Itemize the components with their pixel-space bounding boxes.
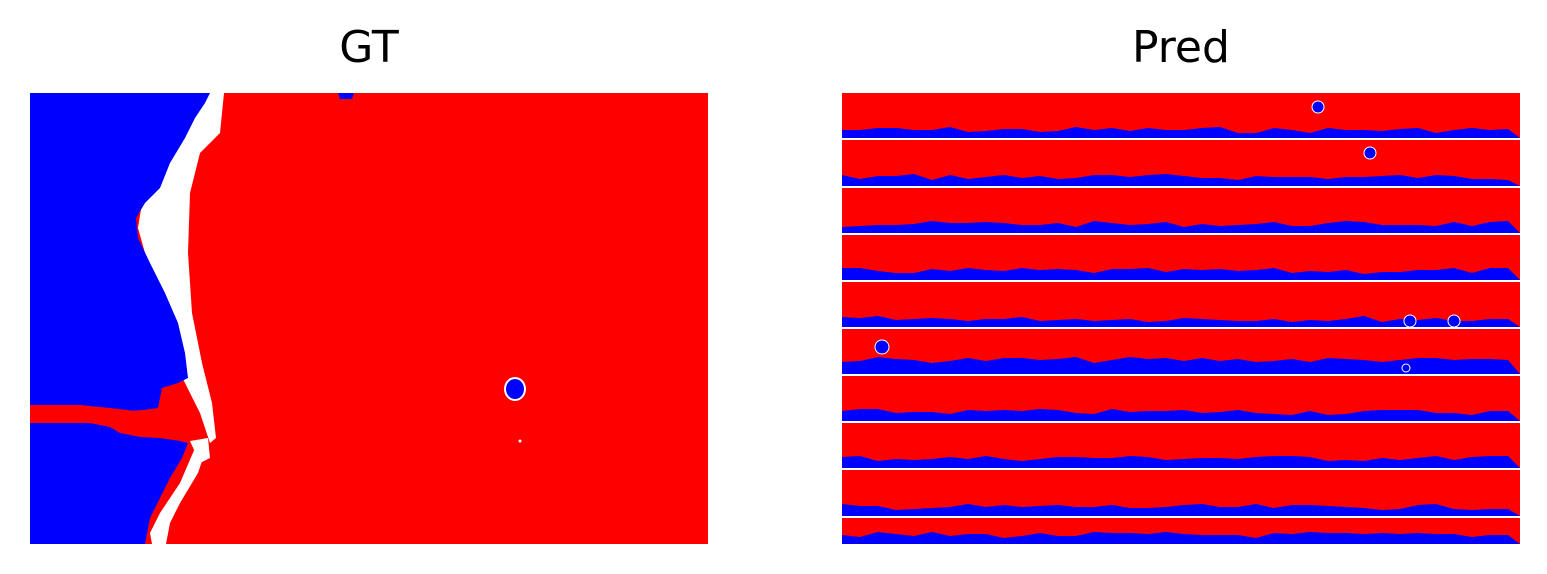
pred-strip-separator — [842, 468, 1520, 470]
pred-segmentation-mask — [842, 93, 1520, 544]
pred-panel-title: Pred — [842, 26, 1520, 70]
pred-blue-blob — [875, 340, 889, 354]
pred-blue-blob — [1364, 147, 1376, 159]
gt-panel-title: GT — [30, 26, 708, 70]
pred-strip-separator — [842, 327, 1520, 329]
gt-small-notch — [338, 93, 354, 99]
pred-mask-svg — [842, 93, 1520, 544]
pred-strip-separator — [842, 516, 1520, 518]
gt-segmentation-mask — [30, 93, 708, 544]
pred-blue-blob — [1402, 364, 1410, 372]
pred-blue-blob — [1312, 101, 1324, 113]
gt-mask-svg — [30, 93, 708, 544]
pred-strip-separator — [842, 138, 1520, 140]
pred-strip-separator — [842, 186, 1520, 188]
pred-strip-separator — [842, 421, 1520, 423]
pred-strip-separator — [842, 280, 1520, 282]
pred-strip-separator — [842, 233, 1520, 235]
gt-speck — [519, 440, 522, 443]
pred-blue-blob — [1404, 315, 1416, 327]
pred-blue-blob — [1448, 315, 1460, 327]
gt-blue-blob — [506, 379, 524, 399]
pred-strip-separator — [842, 374, 1520, 376]
